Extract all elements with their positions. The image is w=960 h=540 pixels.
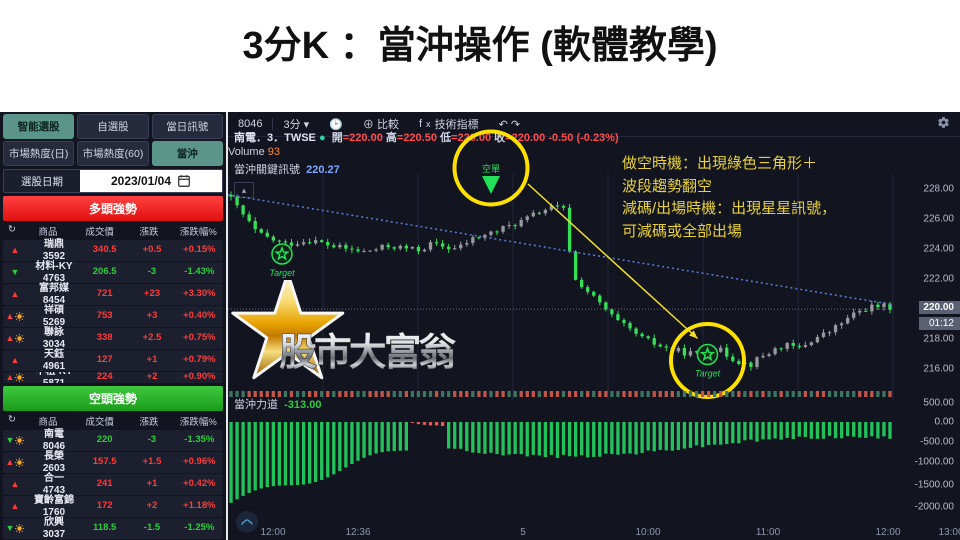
svg-text:Target: Target [695,369,721,379]
svg-text:股市大富翁: 股市大富翁 [279,331,456,373]
svg-text:Target: Target [269,268,295,278]
svg-text:空單: 空單 [482,163,500,174]
